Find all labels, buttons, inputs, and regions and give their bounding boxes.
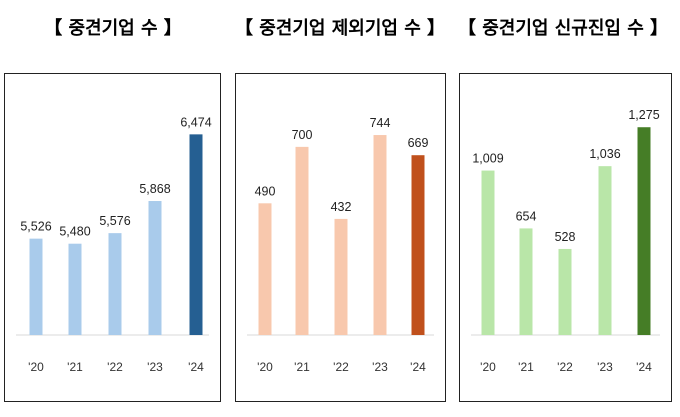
x-tick-label-1-1: '20 [28, 360, 44, 374]
x-tick-label-3-1: '20 [480, 360, 496, 374]
x-tick-label-2-5: '24 [410, 360, 426, 374]
data-label-2-3: 432 [331, 200, 352, 214]
data-label-3-1: 1,009 [472, 152, 503, 166]
data-label-3-4: 1,036 [589, 147, 620, 161]
data-label-3-3: 528 [555, 230, 576, 244]
chart-title-1: 【 중견기업 수 】 [44, 18, 182, 39]
data-label-1-1: 5,526 [20, 220, 51, 234]
x-tick-label-3-2: '21 [518, 360, 534, 374]
bar-2-5 [411, 155, 425, 335]
data-label-2-5: 669 [408, 136, 429, 150]
bar-1-4 [148, 201, 162, 335]
chart-title-3: 【 중견기업 신규진입 수 】 [457, 18, 669, 39]
bar-3-3 [558, 248, 572, 335]
data-label-1-4: 5,868 [139, 182, 170, 196]
bar-2-4 [373, 135, 387, 335]
x-tick-label-1-2: '21 [67, 360, 83, 374]
data-label-1-5: 6,474 [180, 115, 211, 129]
x-tick-label-2-2: '21 [294, 360, 310, 374]
data-label-1-2: 5,480 [59, 225, 90, 239]
x-tick-label-1-5: '24 [188, 360, 204, 374]
bar-2-3 [334, 218, 348, 335]
x-tick-label-3-5: '24 [636, 360, 652, 374]
bar-3-5 [637, 127, 651, 335]
data-label-2-1: 490 [255, 184, 276, 198]
bar-2-1 [258, 203, 272, 335]
bar-1-3 [108, 233, 122, 335]
x-tick-label-3-4: '23 [597, 360, 613, 374]
bar-1-2 [68, 243, 82, 335]
bar-1-5 [189, 134, 203, 335]
x-tick-label-2-1: '20 [257, 360, 273, 374]
chart-panel-3 [459, 73, 672, 402]
x-tick-label-3-3: '22 [557, 360, 573, 374]
x-tick-label-2-3: '22 [333, 360, 349, 374]
bar-3-4 [598, 166, 612, 335]
data-label-2-2: 700 [292, 128, 313, 142]
data-label-3-5: 1,275 [628, 108, 659, 122]
data-label-2-4: 744 [370, 116, 391, 130]
chart-title-2: 【 중견기업 제외기업 수 】 [234, 18, 446, 39]
bar-3-2 [519, 228, 533, 335]
data-label-1-3: 5,576 [99, 214, 130, 228]
bar-1-1 [29, 238, 43, 335]
bar-3-1 [481, 170, 495, 335]
data-label-3-2: 654 [516, 209, 537, 223]
x-tick-label-1-4: '23 [147, 360, 163, 374]
x-tick-label-2-4: '23 [372, 360, 388, 374]
bar-2-2 [295, 146, 309, 335]
x-tick-label-1-3: '22 [107, 360, 123, 374]
